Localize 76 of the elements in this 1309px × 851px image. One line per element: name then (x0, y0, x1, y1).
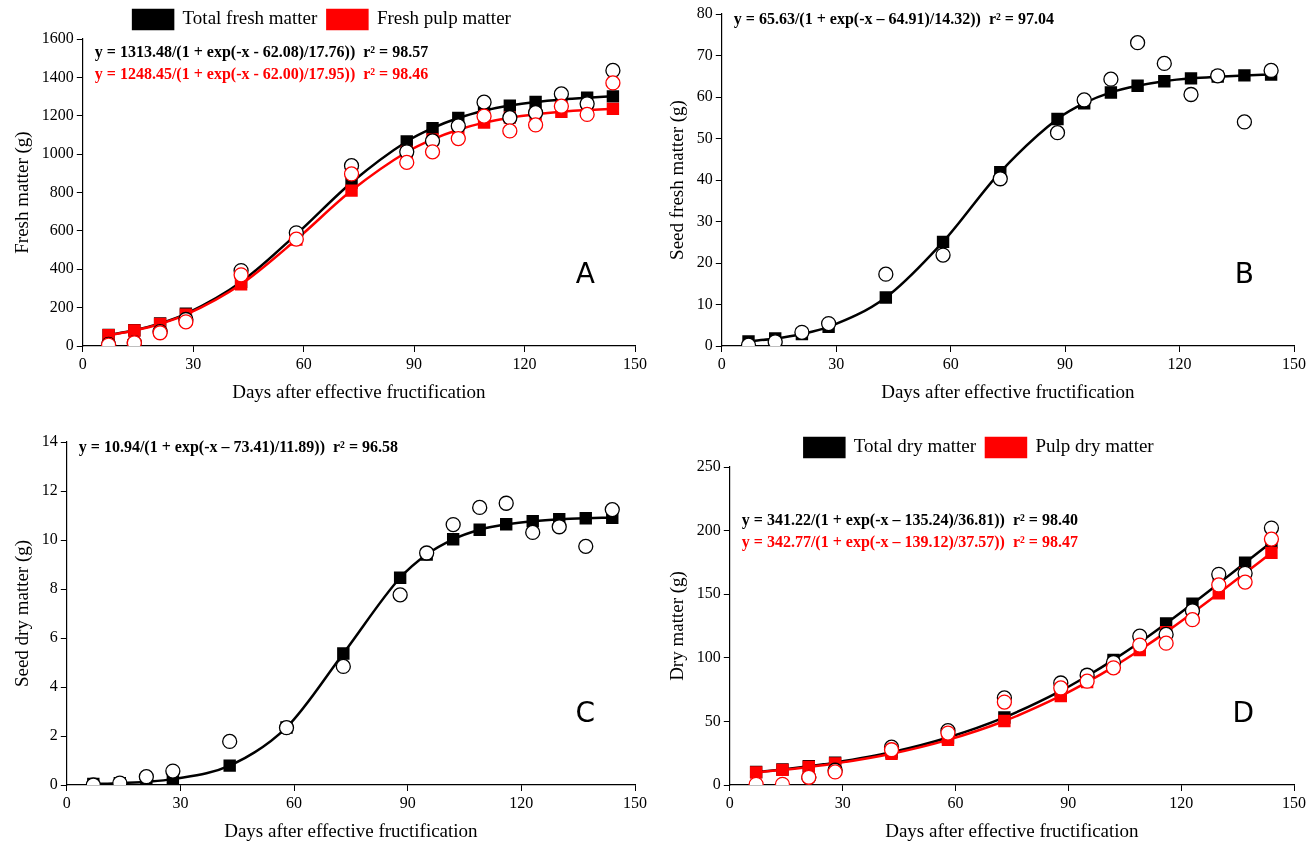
x-tick-label: 120 (1169, 793, 1194, 811)
y-tick-label: 0 (704, 336, 713, 354)
y-tick-label: 30 (696, 211, 713, 229)
y-tick-label: 14 (41, 432, 58, 450)
y-tick-label: 6 (49, 628, 58, 646)
y-tick-label: 200 (49, 297, 74, 315)
y-tick-label: 20 (696, 253, 713, 271)
y-tick-label: 1200 (41, 105, 74, 123)
x-tick-label: 30 (834, 793, 851, 811)
y-tick-label: 10 (41, 530, 58, 548)
y-tick-label: 0 (712, 775, 721, 793)
annotation: C (575, 696, 595, 730)
x-axis-title: Days after effective fructification (224, 819, 479, 841)
legend-label: Fresh pulp matter (376, 7, 512, 29)
x-tick-label: 90 (399, 793, 416, 811)
y-tick-label: 70 (696, 45, 713, 63)
x-tick-label: 0 (78, 354, 87, 372)
y-tick-label: 12 (41, 481, 58, 499)
y-tick-label: 250 (696, 457, 721, 475)
y-tick-label: 200 (696, 520, 721, 538)
y-tick-label: 400 (49, 259, 74, 277)
annotation: y = 65.63/(1 + exp(-x – 64.91)/14.32)) r² = 97.04 (733, 10, 1054, 29)
x-tick-label: 60 (295, 354, 312, 372)
x-tick-label: 90 (406, 354, 423, 372)
annotation: y = 342.77/(1 + exp(-x – 139.12)/37.57)) r² = 98.47 (741, 533, 1078, 552)
x-axis-title: Days after effective fructification (881, 380, 1136, 402)
annotation: A (575, 257, 595, 291)
x-axis-title: Days after effective fructification (232, 380, 487, 402)
y-tick-label: 50 (696, 128, 713, 146)
x-tick-label: 120 (1167, 354, 1192, 372)
y-tick-label: 8 (49, 579, 58, 597)
x-tick-label: 150 (623, 793, 647, 811)
y-tick-label: 800 (49, 182, 74, 200)
x-tick-label: 120 (512, 354, 537, 372)
y-tick-label: 40 (696, 170, 713, 188)
y-tick-label: 4 (49, 677, 58, 695)
y-tick-label: 100 (696, 648, 721, 665)
x-tick-label: 30 (828, 354, 845, 372)
x-tick-label: 90 (1060, 793, 1077, 811)
annotation: D (1232, 696, 1254, 730)
y-tick-label: 1400 (41, 67, 74, 85)
legend-label: Total dry matter (853, 435, 977, 457)
x-tick-label: 0 (725, 793, 734, 811)
y-axis-title: Fresh matter (g) (11, 131, 34, 254)
y-axis-title: Seed fresh matter (g) (666, 100, 689, 260)
y-axis-title: Seed dry matter (g) (11, 539, 34, 688)
x-tick-label: 30 (172, 793, 189, 811)
y-tick-label: 50 (704, 711, 721, 729)
y-tick-label: 0 (65, 336, 74, 354)
legend-label: Pulp dry matter (1035, 435, 1155, 457)
y-tick-label: 1600 (41, 29, 74, 47)
x-tick-label: 150 (1282, 354, 1306, 372)
annotation: y = 10.94/(1 + exp(-x – 73.41)/11.89)) r² = 96.58 (78, 438, 399, 457)
x-tick-label: 30 (185, 354, 202, 372)
y-tick-label: 0 (49, 775, 58, 793)
y-tick-label: 1000 (41, 144, 74, 162)
x-tick-label: 60 (947, 793, 964, 811)
legend-label: Total fresh matter (182, 7, 319, 29)
x-tick-label: 150 (623, 354, 647, 372)
y-tick-label: 150 (696, 584, 721, 602)
y-tick-label: 10 (696, 294, 713, 312)
y-axis-title: Dry matter (g) (666, 571, 689, 681)
x-tick-label: 60 (286, 793, 303, 811)
y-tick-label: 80 (696, 4, 713, 22)
annotation: y = 341.22/(1 + exp(-x – 135.24)/36.81)) r² = 98.40 (741, 511, 1078, 530)
x-tick-label: 150 (1282, 793, 1306, 811)
annotation: B (1234, 257, 1254, 291)
x-axis-title: Days after effective fructification (885, 819, 1140, 841)
x-tick-label: 120 (509, 793, 534, 811)
x-tick-label: 60 (942, 354, 959, 372)
y-tick-label: 60 (696, 87, 713, 105)
y-tick-label: 600 (49, 221, 74, 239)
y-tick-label: 2 (49, 726, 58, 744)
annotation: y = 1248.45/(1 + exp(-x - 62.00)/17.95)) r² = 98.46 (94, 65, 429, 84)
x-tick-label: 90 (1057, 354, 1074, 372)
annotation: y = 1313.48/(1 + exp(-x - 62.08)/17.76)) r² = 98.57 (94, 43, 429, 62)
